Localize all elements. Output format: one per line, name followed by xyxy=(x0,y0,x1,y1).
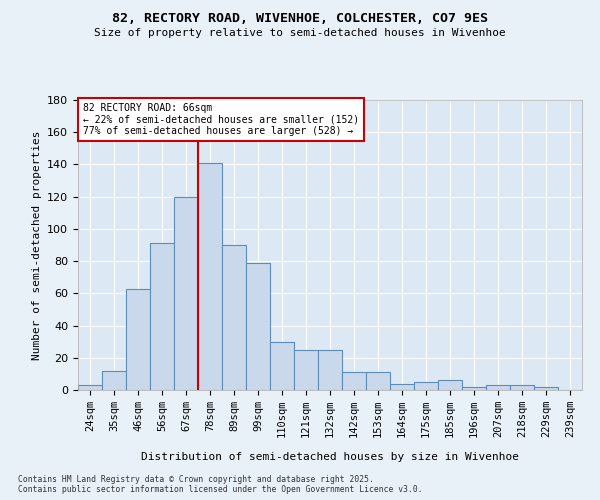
Text: Size of property relative to semi-detached houses in Wivenhoe: Size of property relative to semi-detach… xyxy=(94,28,506,38)
Bar xyxy=(366,372,390,390)
Bar xyxy=(270,342,294,390)
Bar xyxy=(342,372,366,390)
Bar xyxy=(126,288,150,390)
Text: 82, RECTORY ROAD, WIVENHOE, COLCHESTER, CO7 9ES: 82, RECTORY ROAD, WIVENHOE, COLCHESTER, … xyxy=(112,12,488,26)
Bar xyxy=(222,245,246,390)
Y-axis label: Number of semi-detached properties: Number of semi-detached properties xyxy=(32,130,41,360)
Bar xyxy=(246,262,270,390)
Bar xyxy=(318,350,342,390)
Bar xyxy=(414,382,438,390)
Bar xyxy=(294,350,318,390)
Text: Contains public sector information licensed under the Open Government Licence v3: Contains public sector information licen… xyxy=(18,485,422,494)
Text: Contains HM Land Registry data © Crown copyright and database right 2025.: Contains HM Land Registry data © Crown c… xyxy=(18,475,374,484)
Bar xyxy=(198,163,222,390)
Text: 82 RECTORY ROAD: 66sqm
← 22% of semi-detached houses are smaller (152)
77% of se: 82 RECTORY ROAD: 66sqm ← 22% of semi-det… xyxy=(83,103,359,136)
Bar xyxy=(438,380,462,390)
Bar xyxy=(462,387,486,390)
Bar xyxy=(534,387,558,390)
Bar xyxy=(78,385,102,390)
Bar xyxy=(174,196,198,390)
Bar xyxy=(390,384,414,390)
Bar xyxy=(150,244,174,390)
Text: Distribution of semi-detached houses by size in Wivenhoe: Distribution of semi-detached houses by … xyxy=(141,452,519,462)
Bar xyxy=(510,385,534,390)
Bar xyxy=(102,370,126,390)
Bar xyxy=(486,385,510,390)
